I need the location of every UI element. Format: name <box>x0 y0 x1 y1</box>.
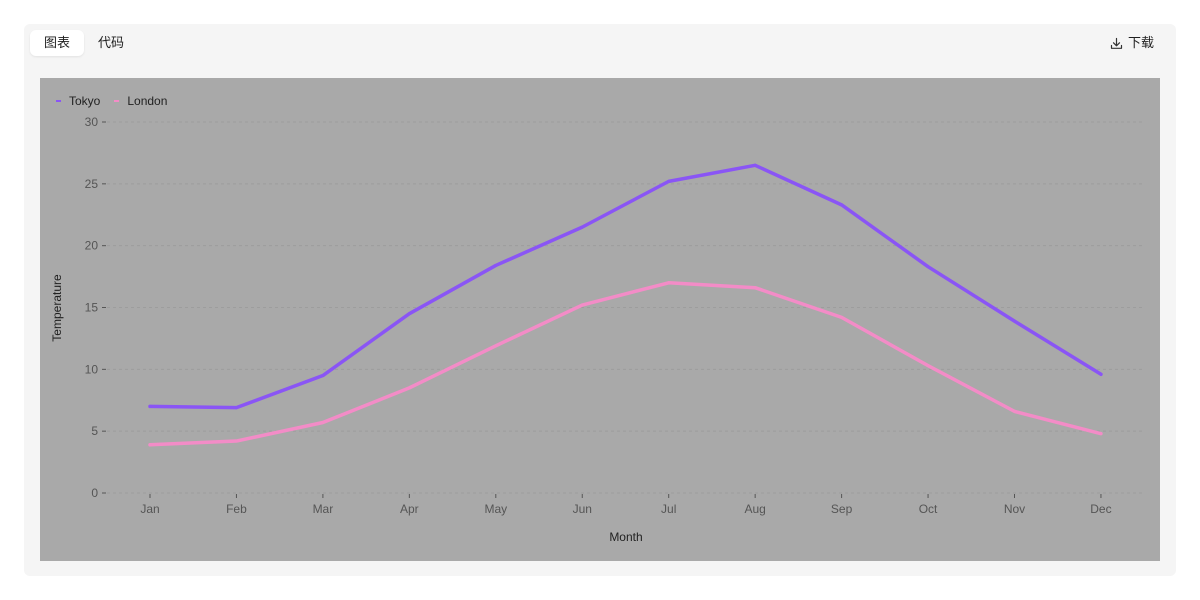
y-axis-label: Temperature <box>50 274 64 342</box>
y-tick-label: 30 <box>85 115 99 129</box>
download-button[interactable]: 下载 <box>1110 30 1154 56</box>
data-point-london <box>407 386 411 390</box>
x-tick-label: Apr <box>400 502 419 516</box>
data-point-london <box>840 315 844 319</box>
x-tick-label: May <box>484 502 507 516</box>
data-point-tokyo <box>494 263 498 267</box>
tab-chart[interactable]: 图表 <box>30 30 85 56</box>
y-tick-label: 25 <box>85 177 99 191</box>
legend-item-london[interactable]: London <box>114 94 167 108</box>
data-point-tokyo <box>148 404 152 408</box>
chart-area: 0 5 10 15 20 25 30 Jan Feb Mar Apr May Jun Jul Aug Sep O… <box>40 78 1160 561</box>
legend-label-tokyo: Tokyo <box>69 94 101 108</box>
data-point-london <box>580 303 584 307</box>
data-point-london <box>1099 432 1103 436</box>
data-point-london <box>667 281 671 285</box>
series-line-london <box>148 281 1103 447</box>
y-tick-label: 20 <box>85 239 99 253</box>
y-tick-label: 10 <box>85 362 99 376</box>
data-point-london <box>234 439 238 443</box>
x-tick-label: Feb <box>226 502 247 516</box>
x-tick-label: Sep <box>831 502 853 516</box>
data-point-tokyo <box>407 312 411 316</box>
x-tick-label: Jan <box>140 502 159 516</box>
x-tick-label: Aug <box>744 502 765 516</box>
data-point-tokyo <box>1013 319 1016 323</box>
data-point-london <box>494 344 498 348</box>
data-point-london <box>148 443 152 447</box>
data-point-london <box>1013 409 1016 413</box>
line-chart: 0 5 10 15 20 25 30 Jan Feb Mar Apr May Jun Jul Aug Sep O… <box>50 115 1144 544</box>
x-tick-label: Dec <box>1090 502 1111 516</box>
series-line-tokyo <box>148 163 1103 410</box>
x-tick-label: Jul <box>661 502 676 516</box>
legend-label-london: London <box>127 94 168 108</box>
y-tick-label: 5 <box>91 424 98 438</box>
data-point-tokyo <box>234 406 238 410</box>
data-point-tokyo <box>667 179 671 183</box>
data-point-tokyo <box>753 163 757 167</box>
x-tick-label: Oct <box>919 502 938 516</box>
data-point-london <box>321 421 325 425</box>
x-axis-label: Month <box>609 530 642 544</box>
download-icon <box>1110 37 1123 50</box>
data-point-tokyo <box>926 265 930 269</box>
toolbar: 图表 代码 下载 <box>24 24 1176 62</box>
data-point-tokyo <box>840 203 844 207</box>
tab-code[interactable]: 代码 <box>98 35 125 50</box>
legend-swatch-tokyo <box>56 100 61 102</box>
x-tick-label: Nov <box>1004 502 1025 516</box>
data-point-tokyo <box>580 225 584 229</box>
y-tick-label: 0 <box>91 486 98 500</box>
data-point-london <box>926 364 930 368</box>
data-point-london <box>753 286 757 290</box>
data-point-tokyo <box>321 374 325 378</box>
x-tick-label: Mar <box>313 502 334 516</box>
legend: Tokyo London <box>56 94 167 108</box>
x-tick-label: Jun <box>573 502 592 516</box>
legend-item-tokyo[interactable]: Tokyo <box>56 94 100 108</box>
data-point-tokyo <box>1099 372 1103 376</box>
download-label: 下载 <box>1127 35 1154 50</box>
y-tick-label: 15 <box>85 301 99 315</box>
chart-card: 图表 代码 下载 0 5 10 15 20 25 30 Jan Feb Mar Apr May Jun J… <box>24 24 1176 576</box>
legend-swatch-london <box>114 100 120 102</box>
